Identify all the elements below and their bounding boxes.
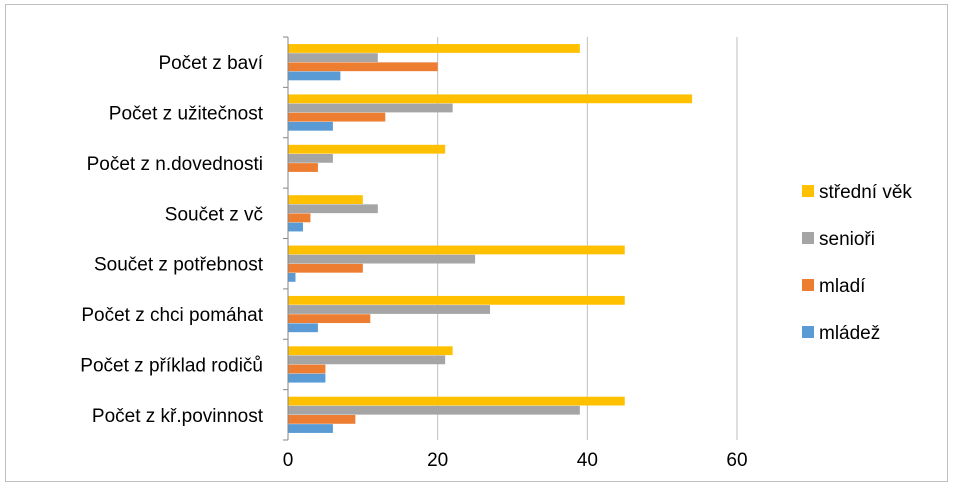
- legend-label-stredni-vek: střední věk: [819, 182, 912, 203]
- category-label-pocet-z-kr-povinnost: Počet z kř.povinnost: [92, 406, 264, 427]
- bar-mladez-pocet-z-priklad-rodicu: [288, 373, 326, 383]
- bar-mladi-pocet-z-chci-pomahat: [288, 314, 371, 324]
- category-label-pocet-z-uzitecnost: Počet z užitečnost: [109, 104, 264, 125]
- bar-stredni-vek-pocet-z-chci-pomahat: [288, 295, 625, 305]
- bar-mladez-pocet-z-bavi: [288, 71, 341, 81]
- axes: [283, 36, 289, 441]
- bar-seniori-pocet-z-bavi: [288, 53, 378, 63]
- bar-seniori-pocet-z-n-dovednosti: [288, 153, 333, 163]
- category-label-soucet-z-vc: Součet z vč: [165, 204, 263, 225]
- bar-stredni-vek-soucet-z-vc: [288, 195, 363, 204]
- bar-mladez-soucet-z-potrebnost: [288, 273, 296, 282]
- bar-stredni-vek-pocet-z-n-dovednosti: [288, 144, 446, 154]
- bar-seniori-pocet-z-kr-povinnost: [288, 405, 580, 415]
- bar-stredni-vek-soucet-z-potrebnost: [288, 245, 625, 255]
- legend-swatch-mladi: [802, 279, 814, 291]
- bars: [288, 44, 693, 433]
- bar-chart: Počet z baví Počet z užitečnost Počet z n.…: [80, 36, 912, 471]
- bar-mladez-soucet-z-vc: [288, 222, 303, 232]
- bar-mladi-pocet-z-kr-povinnost: [288, 414, 356, 424]
- x-tick-label-20: 20: [427, 450, 448, 471]
- bar-mladi-soucet-z-vc: [288, 213, 311, 223]
- category-label-pocet-z-n-dovednosti: Počet z n.dovednosti: [87, 154, 263, 175]
- legend-label-mladez: mládež: [819, 323, 880, 344]
- legend-swatch-mladez: [802, 326, 814, 338]
- category-label-soucet-z-potrebnost: Součet z potřebnost: [94, 255, 264, 276]
- bar-mladez-pocet-z-chci-pomahat: [288, 323, 318, 333]
- legend-swatch-stredni-vek: [802, 185, 814, 197]
- bar-mladi-pocet-z-priklad-rodicu: [288, 364, 326, 374]
- legend-swatch-seniori: [802, 232, 814, 244]
- bar-mladez-pocet-z-uzitecnost: [288, 121, 333, 131]
- bar-stredni-vek-pocet-z-priklad-rodicu: [288, 346, 453, 356]
- category-labels: Počet z baví Počet z užitečnost Počet z n.…: [80, 53, 263, 427]
- bar-mladi-soucet-z-potrebnost: [288, 263, 363, 273]
- x-tick-label-40: 40: [577, 450, 598, 471]
- x-tick-label-0: 0: [283, 450, 294, 471]
- bar-seniori-soucet-z-potrebnost: [288, 254, 476, 264]
- bar-stredni-vek-pocet-z-uzitecnost: [288, 94, 693, 104]
- bar-stredni-vek-pocet-z-bavi: [288, 44, 580, 53]
- category-label-pocet-z-bavi: Počet z baví: [158, 53, 263, 74]
- bar-seniori-soucet-z-vc: [288, 204, 378, 214]
- category-label-pocet-z-chci-pomahat: Počet z chci pomáhat: [81, 305, 263, 326]
- bar-mladez-pocet-z-kr-povinnost: [288, 424, 333, 433]
- legend-label-seniori: senioři: [819, 229, 875, 250]
- bar-seniori-pocet-z-chci-pomahat: [288, 305, 491, 314]
- bar-mladi-pocet-z-uzitecnost: [288, 112, 386, 122]
- legend: střední věk senioři mladí mládež: [802, 182, 912, 344]
- legend-label-mladi: mladí: [819, 276, 866, 297]
- bar-stredni-vek-pocet-z-kr-povinnost: [288, 396, 625, 406]
- bar-mladi-pocet-z-bavi: [288, 62, 438, 72]
- x-tick-label-60: 60: [726, 450, 747, 471]
- x-tick-labels: 0 20 40 60: [283, 450, 748, 471]
- bar-seniori-pocet-z-priklad-rodicu: [288, 355, 446, 365]
- bar-mladi-pocet-z-n-dovednosti: [288, 163, 318, 172]
- bar-seniori-pocet-z-uzitecnost: [288, 103, 453, 113]
- category-label-pocet-z-priklad-rodicu: Počet z příklad rodičů: [80, 355, 263, 376]
- chart-area: Počet z baví Počet z užitečnost Počet z n.…: [5, 4, 948, 482]
